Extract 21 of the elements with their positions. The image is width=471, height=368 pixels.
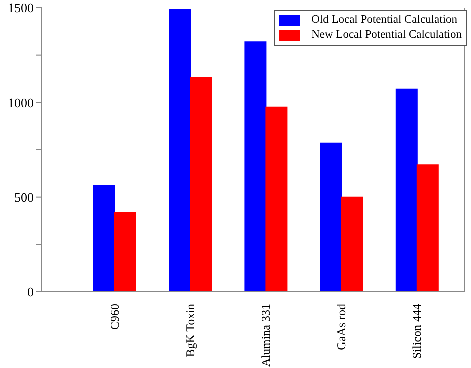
x-tick-label: C960 bbox=[108, 304, 122, 330]
x-tick-label: Silicon 444 bbox=[410, 304, 424, 360]
x-tick-label: Alumina 331 bbox=[259, 304, 273, 367]
bar bbox=[114, 212, 136, 292]
bar bbox=[320, 142, 342, 292]
bar bbox=[266, 106, 288, 292]
x-tick-label: BgK Toxin bbox=[183, 304, 198, 358]
bar bbox=[416, 164, 439, 292]
y-tick-label: 0 bbox=[28, 284, 34, 300]
bar bbox=[190, 78, 212, 292]
bar bbox=[94, 185, 116, 292]
legend-label: New Local Potential Calculation bbox=[312, 28, 462, 43]
legend-label: Old Local Potential Calculation bbox=[312, 13, 458, 28]
bar bbox=[396, 88, 418, 292]
y-tick-label: 1500 bbox=[8, 0, 34, 16]
bar bbox=[169, 9, 192, 292]
x-tick-label: GaAs rod bbox=[334, 304, 349, 350]
bar bbox=[244, 42, 267, 292]
bar bbox=[341, 196, 364, 292]
y-tick-label: 1000 bbox=[8, 95, 34, 110]
y-tick-label: 500 bbox=[14, 190, 34, 205]
